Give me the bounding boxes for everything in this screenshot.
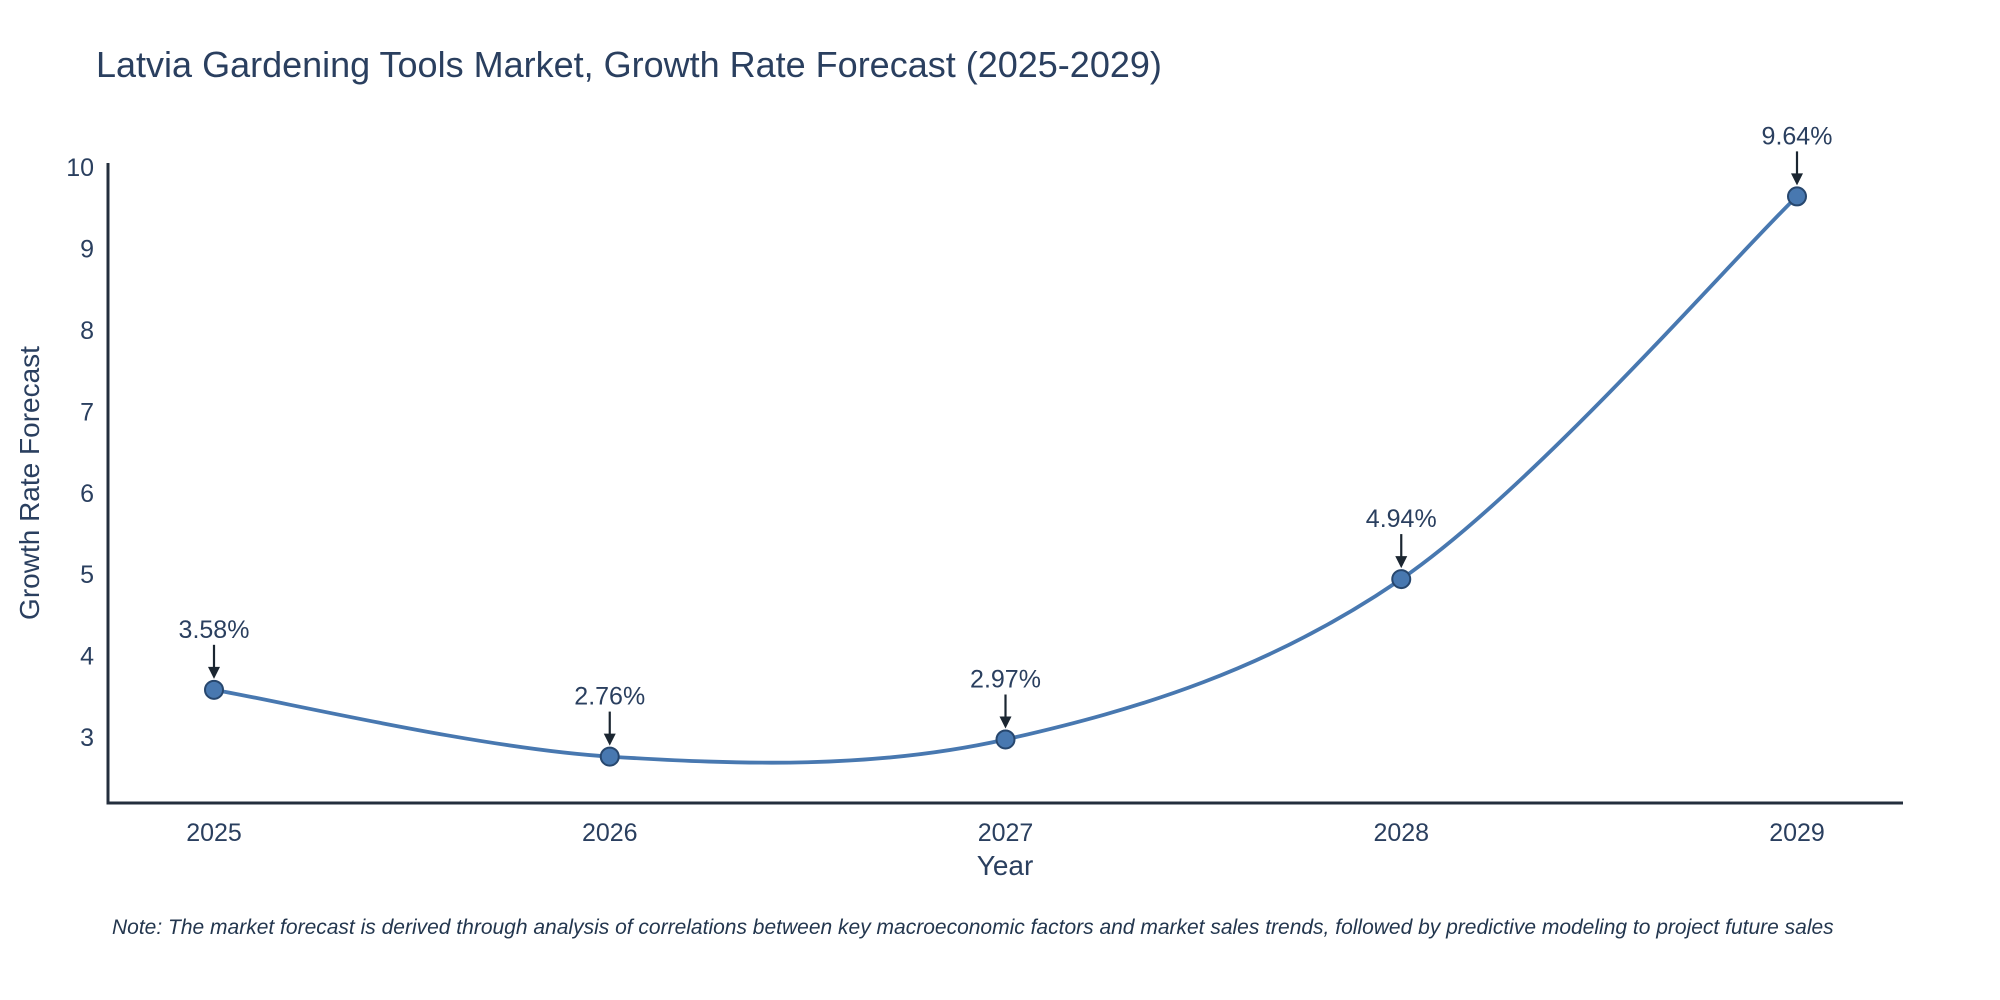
y-tick-label: 7 [80, 398, 94, 426]
chart-title: Latvia Gardening Tools Market, Growth Ra… [96, 44, 1162, 85]
y-tick-label: 6 [80, 480, 94, 508]
x-tick-labels: 2025 2026 2027 2028 2029 [186, 819, 1825, 847]
y-tick-label: 5 [80, 561, 94, 589]
point-annotation: 3.58% [179, 616, 250, 679]
y-tick-label: 4 [80, 643, 94, 671]
y-tick-label: 3 [80, 724, 94, 752]
annotation-label: 2.97% [970, 665, 1041, 693]
annotation-arrowhead [1395, 556, 1408, 569]
annotation-label: 4.94% [1366, 505, 1437, 533]
annotation-arrowhead [1791, 173, 1803, 186]
data-point[interactable] [204, 679, 224, 700]
forecast-line [212, 194, 1799, 765]
footnote: Note: The market forecast is derived thr… [112, 916, 1834, 939]
data-points [204, 186, 1807, 767]
data-point[interactable] [599, 746, 620, 767]
point-annotation: 2.97% [970, 665, 1041, 729]
data-point[interactable] [995, 729, 1016, 750]
y-tick-label: 10 [66, 154, 94, 182]
y-tick-label: 8 [80, 317, 94, 345]
annotation-label: 9.64% [1762, 122, 1833, 150]
x-axis-title: Year [976, 850, 1034, 881]
x-tick-label: 2026 [582, 819, 638, 847]
axes [106, 163, 1903, 805]
x-tick-label: 2027 [978, 819, 1034, 847]
data-point[interactable] [1787, 186, 1807, 207]
point-annotation: 9.64% [1762, 122, 1833, 186]
data-point[interactable] [1391, 569, 1412, 590]
annotation-arrowhead [999, 716, 1012, 729]
point-annotation: 4.94% [1366, 505, 1437, 569]
annotation-label: 3.58% [179, 616, 250, 644]
y-tick-label: 9 [80, 235, 94, 263]
annotation-arrowhead [208, 666, 220, 679]
x-tick-label: 2029 [1769, 819, 1825, 847]
y-tick-labels: 3 4 5 6 7 8 9 10 [66, 154, 94, 752]
annotation-arrowhead [603, 733, 616, 746]
point-annotations: 3.58% 2.76% 2.97% 4.94% 9.64% [179, 122, 1833, 746]
x-tick-label: 2025 [186, 819, 242, 847]
annotation-label: 2.76% [574, 683, 645, 711]
x-tick-label: 2028 [1373, 819, 1429, 847]
point-annotation: 2.76% [574, 683, 645, 746]
